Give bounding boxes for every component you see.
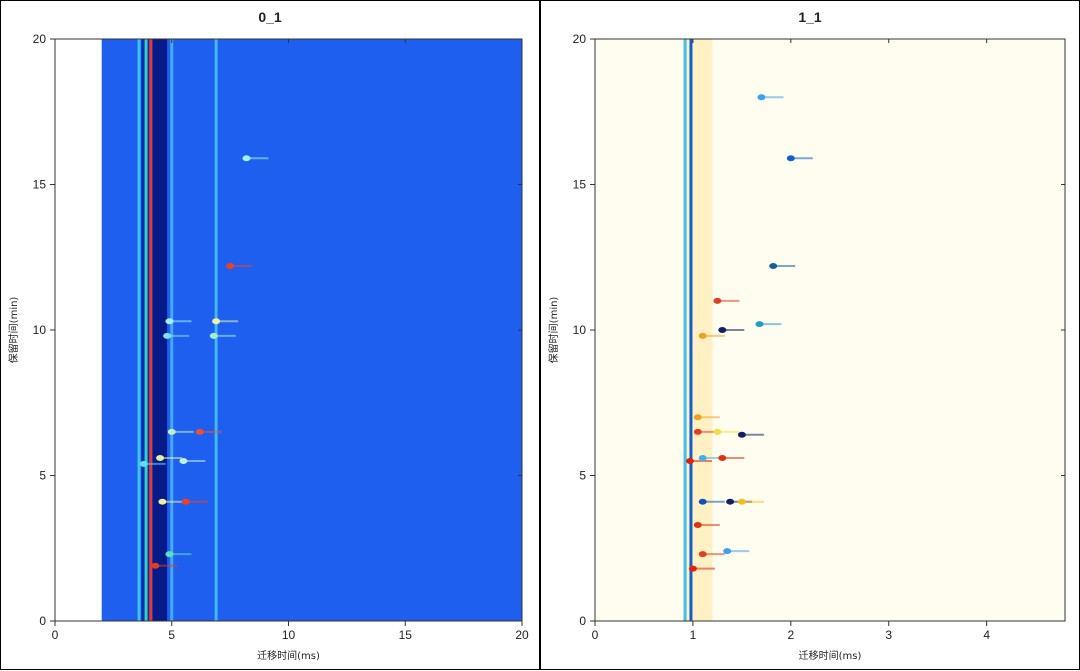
chart-panel-left: 0_1 0 5 10 15 20 0 5 10 15 20 迁移时间(ms) 保留时间(min): [0, 0, 540, 670]
y-tick-label: 20: [33, 32, 47, 46]
spot: [713, 297, 722, 304]
spot: [179, 457, 188, 464]
x-tick-label: 4: [983, 628, 990, 642]
spot: [167, 428, 176, 435]
spot: [737, 498, 746, 505]
spot: [693, 428, 702, 435]
chart-panel-right: 1_1 0 1 2 3 4 0 5 10 15 20 迁移时间(ms) 保留时间(min): [540, 0, 1080, 670]
y-axis-label: 保留时间(min): [7, 297, 20, 364]
plot-area: [595, 39, 1065, 621]
plot-area: [55, 39, 522, 621]
x-tick-label: 2: [787, 628, 794, 642]
y-tick-label: 15: [573, 178, 587, 192]
spot: [156, 455, 165, 462]
x-tick-label: 0: [52, 628, 59, 642]
x-axis-label: 迁移时间(ms): [257, 649, 320, 662]
rip-band-core: [153, 39, 168, 621]
spot: [685, 457, 694, 464]
spot: [165, 551, 174, 558]
spot: [693, 521, 702, 528]
spot: [698, 455, 707, 462]
spot: [726, 498, 735, 505]
spot: [757, 94, 766, 101]
spot: [688, 565, 697, 572]
y-tick-label: 20: [573, 32, 587, 46]
y-tick-label: 5: [579, 469, 586, 483]
y-tick-label: 0: [39, 614, 46, 628]
vertical-line: [170, 39, 174, 621]
vertical-line: [689, 39, 693, 621]
spot: [718, 455, 727, 462]
vertical-line: [214, 39, 218, 621]
heatmap-chart-right: 0 1 2 3 4 0 5 10 15 20 迁移时间(ms) 保留时间(min): [547, 32, 1066, 662]
spot: [195, 428, 204, 435]
rip-band: [683, 39, 713, 621]
spot: [158, 498, 167, 505]
x-axis-label: 迁移时间(ms): [799, 649, 862, 662]
vertical-line: [149, 39, 153, 621]
spot: [242, 155, 251, 162]
y-tick-label: 0: [579, 614, 586, 628]
x-tick-label: 15: [399, 628, 413, 642]
spot: [693, 414, 702, 421]
chart-title: 0_1: [258, 9, 282, 25]
spot: [723, 548, 732, 555]
spot: [139, 460, 148, 467]
y-tick-label: 10: [33, 323, 47, 337]
x-tick-label: 3: [885, 628, 892, 642]
x-tick-label: 20: [515, 628, 529, 642]
spot: [769, 262, 778, 269]
spot: [181, 498, 190, 505]
spot: [209, 332, 218, 339]
x-tick-label: 5: [168, 628, 175, 642]
spot: [163, 332, 172, 339]
y-tick-label: 10: [573, 323, 587, 337]
y-tick-label: 5: [39, 469, 46, 483]
spot: [165, 318, 174, 325]
spot: [786, 155, 795, 162]
x-tick-label: 10: [282, 628, 296, 642]
spot: [698, 332, 707, 339]
spot: [737, 431, 746, 438]
chart-title: 1_1: [798, 9, 822, 25]
spot: [698, 498, 707, 505]
spot: [698, 551, 707, 558]
heatmap-background: [595, 39, 1065, 621]
spot: [226, 262, 235, 269]
x-tick-label: 0: [592, 628, 599, 642]
y-tick-label: 15: [33, 178, 47, 192]
spot: [212, 318, 221, 325]
vertical-line: [137, 39, 141, 621]
y-axis-label: 保留时间(min): [547, 297, 560, 364]
spot: [713, 428, 722, 435]
spot: [151, 562, 160, 569]
spot: [718, 327, 727, 333]
x-tick-label: 1: [690, 628, 697, 642]
vertical-line: [144, 39, 148, 621]
vertical-line: [683, 39, 687, 621]
spot: [755, 321, 764, 328]
heatmap-chart-left: 0 5 10 15 20 0 5 10 15 20 迁移时间(ms) 保留时间(min): [7, 32, 529, 662]
